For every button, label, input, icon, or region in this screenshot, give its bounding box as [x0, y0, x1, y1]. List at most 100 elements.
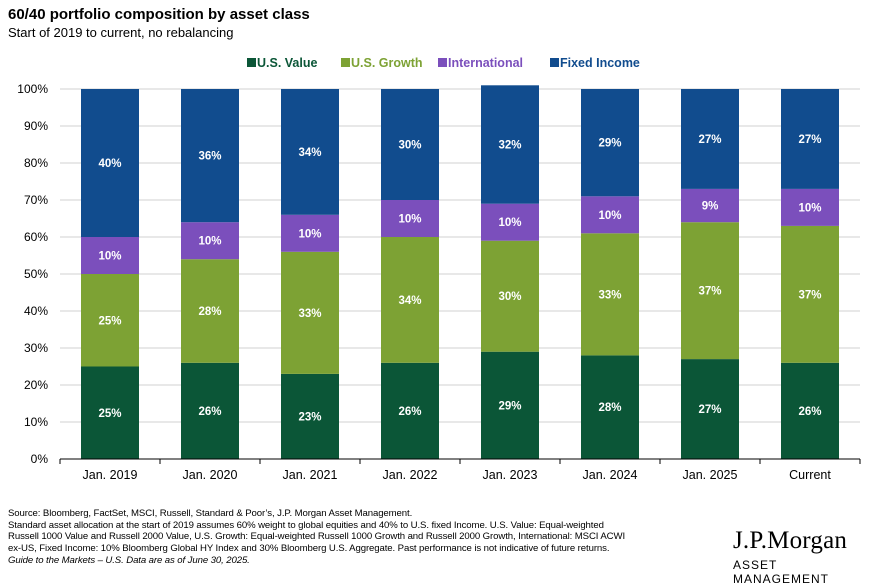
data-label: 26%	[198, 406, 221, 418]
bar-segment-u-s-growth	[481, 240, 539, 352]
bar-segment-u-s-growth	[581, 233, 639, 356]
bar-segment-fixed-income	[381, 89, 439, 200]
guide-note: Guide to the Markets – U.S. Data are as …	[8, 554, 250, 566]
bar-segment-international	[581, 196, 639, 234]
bar-segment-fixed-income	[481, 85, 539, 204]
bar-segment-fixed-income	[581, 89, 639, 197]
bar-segment-fixed-income	[81, 89, 139, 237]
data-label: 29%	[598, 138, 621, 150]
bar-segment-international	[181, 222, 239, 260]
legend-swatch	[438, 58, 447, 67]
bar-segment-international	[781, 188, 839, 226]
bar-segment-international	[381, 200, 439, 237]
data-label: 28%	[198, 306, 221, 318]
y-tick-label: 0%	[31, 452, 49, 466]
x-tick-label: Current	[789, 468, 831, 482]
bar-segment-u-s-growth	[281, 251, 339, 374]
data-label: 10%	[598, 210, 621, 222]
bar-segment-fixed-income	[181, 89, 239, 223]
jpmorgan-logo: J.P.Morgan ASSET MANAGEMENT	[733, 528, 863, 586]
data-label: 10%	[98, 251, 121, 263]
bar-segment-u-s-value	[281, 373, 339, 459]
bar-segment-fixed-income	[781, 89, 839, 189]
bar-segment-u-s-growth	[781, 225, 839, 363]
y-tick-label: 70%	[24, 193, 48, 207]
data-label: 27%	[698, 404, 721, 416]
x-tick-label: Jan. 2021	[283, 468, 338, 482]
data-label: 10%	[298, 228, 321, 240]
legend-swatch	[341, 58, 350, 67]
data-label: 29%	[498, 400, 521, 412]
legend-label: U.S. Value	[257, 56, 317, 70]
y-tick-label: 50%	[24, 267, 48, 281]
y-tick-label: 80%	[24, 156, 48, 170]
data-label: 30%	[498, 291, 521, 303]
bar-segment-u-s-value	[681, 359, 739, 459]
data-label: 34%	[398, 295, 421, 307]
x-tick-label: Jan. 2023	[483, 468, 538, 482]
data-label: 10%	[498, 217, 521, 229]
segment-labels: 25% 25% 10% 40% 26% 28% 10% 36% 23% 33% 10% 34% 26% 3…	[98, 134, 821, 424]
y-tick-label: 20%	[24, 378, 48, 392]
bar-segment-international	[281, 214, 339, 252]
y-tick-label: 10%	[24, 415, 48, 429]
x-tick-label: Jan. 2022	[383, 468, 438, 482]
data-label: 30%	[398, 140, 421, 152]
data-label: 40%	[98, 158, 121, 170]
bar-segment-u-s-growth	[381, 237, 439, 363]
bar-segment-u-s-value	[581, 355, 639, 459]
bar-segment-u-s-growth	[681, 222, 739, 360]
data-label: 27%	[798, 134, 821, 146]
data-label: 33%	[298, 308, 321, 320]
legend-swatch	[550, 58, 559, 67]
x-tick-label: Jan. 2024	[583, 468, 638, 482]
x-tick-label: Jan. 2025	[683, 468, 738, 482]
bar-segment-u-s-value	[481, 351, 539, 459]
data-label: 10%	[798, 202, 821, 214]
source-footnote: Source: Bloomberg, FactSet, MSCI, Russel…	[8, 508, 723, 567]
x-axis: Jan. 2019 Jan. 2020 Jan. 2021 Jan. 2022 Jan.…	[59, 458, 861, 482]
legend: U.S. Value U.S. Growth International Fixed …	[247, 56, 640, 70]
y-tick-label: 30%	[24, 341, 48, 355]
y-axis: 0% 10% 20% 30% 40% 50% 60% 70% 80% 90% 100%	[17, 82, 48, 466]
x-tick-label: Jan. 2019	[83, 468, 138, 482]
footnote-line: ex-US, Fixed Income: 10% Bloomberg Globa…	[8, 543, 610, 555]
y-tick-label: 60%	[24, 230, 48, 244]
footnote-line: Russell 1000 Value and Russell 2000 Valu…	[8, 531, 626, 543]
bar-segment-u-s-value	[181, 362, 239, 459]
data-label: 37%	[698, 286, 721, 298]
bar-segment-u-s-value	[81, 366, 139, 459]
legend-swatch	[247, 58, 256, 67]
data-label: 36%	[198, 151, 221, 163]
data-label: 25%	[98, 408, 121, 420]
data-label: 10%	[398, 214, 421, 226]
data-label: 28%	[598, 402, 621, 414]
x-tick-label: Jan. 2020	[183, 468, 238, 482]
data-label: 10%	[198, 236, 221, 248]
bar-segment-u-s-value	[781, 362, 839, 459]
bar-segment-u-s-value	[381, 362, 439, 459]
data-label: 26%	[398, 406, 421, 418]
bar-segment-u-s-growth	[81, 274, 139, 367]
data-label: 26%	[798, 406, 821, 418]
bar-segment-international	[481, 203, 539, 241]
logo-subtitle: ASSET MANAGEMENT	[733, 558, 830, 586]
data-label: 9%	[702, 201, 719, 213]
legend-label: U.S. Growth	[351, 56, 423, 70]
bar-segment-international	[81, 237, 139, 274]
data-label: 25%	[98, 315, 121, 327]
data-label: 34%	[298, 147, 321, 159]
y-tick-label: 40%	[24, 304, 48, 318]
bar-segment-international	[681, 188, 739, 223]
bar-segment-u-s-growth	[181, 259, 239, 363]
footnote-line: Standard asset allocation at the start o…	[8, 519, 604, 531]
bars	[81, 85, 839, 459]
legend-label: Fixed Income	[560, 56, 640, 70]
bar-segment-fixed-income	[681, 89, 739, 189]
data-label: 23%	[298, 411, 321, 423]
bar-segment-fixed-income	[281, 89, 339, 215]
chart-title: 60/40 portfolio composition by asset cla…	[8, 6, 310, 23]
gridlines	[60, 88, 860, 460]
stacked-bar-chart: 25% 25% 10% 40% 26% 28% 10% 36% 23% 33% 10% 34% 26% 3…	[17, 56, 861, 482]
legend-label: International	[448, 56, 523, 70]
